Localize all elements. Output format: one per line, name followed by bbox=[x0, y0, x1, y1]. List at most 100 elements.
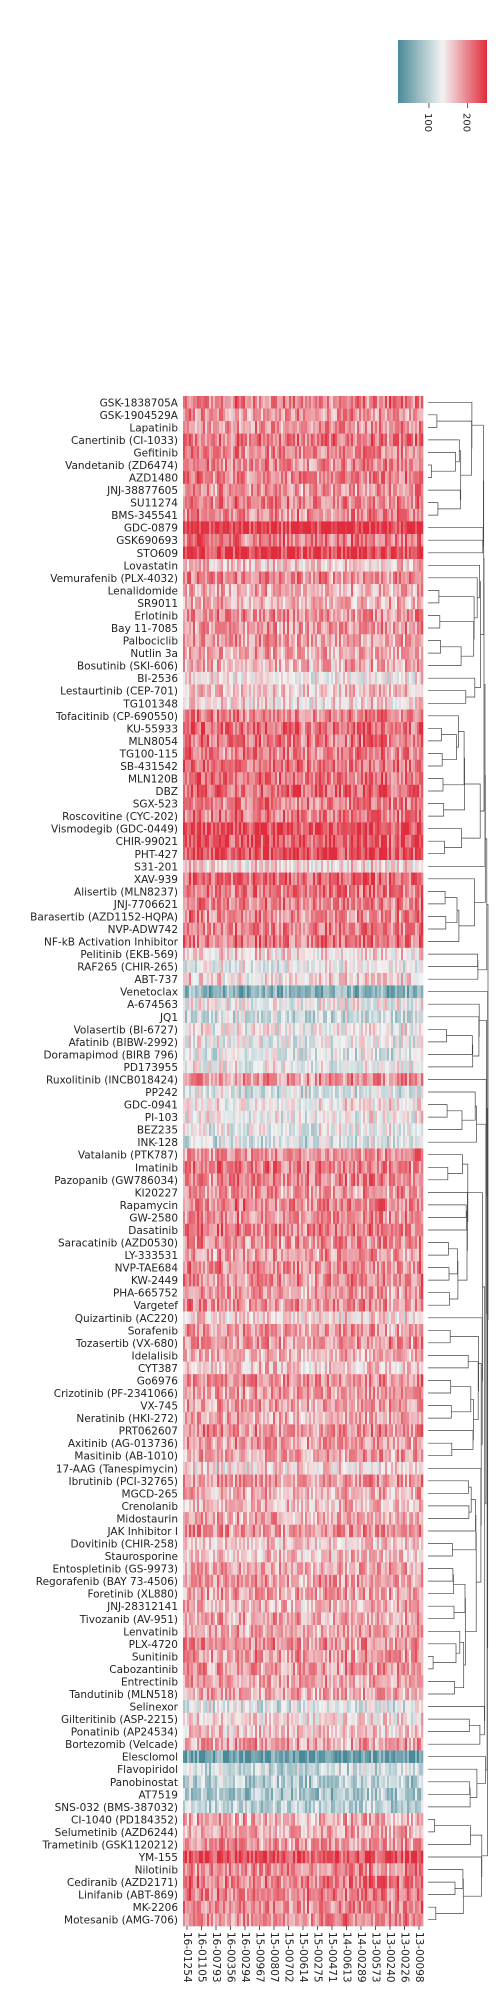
heatmap-cell bbox=[279, 609, 282, 623]
heatmap-cell bbox=[205, 684, 208, 698]
heatmap-cell bbox=[413, 483, 416, 497]
heatmap-cell bbox=[269, 834, 272, 848]
heatmap-cell bbox=[415, 408, 418, 422]
heatmap-cell bbox=[349, 408, 352, 422]
heatmap-cell bbox=[303, 421, 306, 434]
heatmap-cell bbox=[197, 872, 200, 886]
heatmap-cell bbox=[243, 596, 246, 610]
heatmap-cell bbox=[263, 910, 266, 924]
heatmap-cell bbox=[383, 772, 386, 786]
heatmap-cell bbox=[231, 421, 234, 434]
heatmap-cell bbox=[285, 408, 288, 422]
heatmap-cell bbox=[207, 885, 210, 898]
heatmap-cell bbox=[289, 396, 292, 409]
heatmap-cell bbox=[421, 408, 424, 422]
heatmap-cell bbox=[327, 508, 330, 522]
heatmap-cell bbox=[223, 458, 226, 472]
heatmap-cell bbox=[245, 559, 248, 572]
heatmap-cell bbox=[253, 634, 256, 648]
heatmap-cell bbox=[365, 508, 368, 522]
heatmap-cell bbox=[359, 471, 362, 485]
heatmap-cell bbox=[183, 684, 186, 698]
heatmap-cell bbox=[333, 747, 336, 760]
heatmap-cell bbox=[201, 696, 204, 710]
heatmap-cell bbox=[377, 446, 380, 459]
heatmap-cell bbox=[421, 596, 424, 610]
heatmap-cell bbox=[307, 408, 310, 422]
heatmap-cell bbox=[351, 734, 354, 748]
heatmap-cell bbox=[395, 860, 398, 873]
heatmap-cell bbox=[409, 684, 412, 698]
heatmap-cell bbox=[261, 809, 264, 823]
heatmap-cell bbox=[405, 446, 408, 459]
heatmap-cell bbox=[213, 584, 216, 597]
heatmap-cell bbox=[355, 797, 358, 811]
heatmap-cell bbox=[403, 834, 406, 848]
heatmap-cell bbox=[255, 546, 258, 560]
heatmap-cell bbox=[209, 709, 212, 723]
heatmap-cell bbox=[221, 910, 224, 924]
heatmap-cell bbox=[283, 584, 286, 597]
heatmap-cell bbox=[373, 784, 376, 798]
heatmap-cell bbox=[387, 559, 390, 572]
heatmap-cell bbox=[331, 797, 334, 811]
heatmap-cell bbox=[307, 471, 310, 485]
heatmap-cell bbox=[293, 396, 296, 409]
heatmap-cell bbox=[199, 634, 202, 648]
heatmap-cell bbox=[265, 421, 268, 434]
heatmap-cell bbox=[237, 872, 240, 886]
heatmap-cell bbox=[343, 709, 346, 723]
heatmap-cell bbox=[359, 496, 362, 510]
heatmap-cell bbox=[239, 659, 242, 673]
heatmap-cell bbox=[299, 458, 302, 472]
heatmap-cell bbox=[393, 471, 396, 485]
heatmap-cell bbox=[327, 471, 330, 485]
heatmap-cell bbox=[247, 910, 250, 924]
heatmap-cell bbox=[289, 834, 292, 848]
heatmap-cell bbox=[397, 784, 400, 798]
heatmap-cell bbox=[401, 521, 404, 535]
heatmap-cell bbox=[313, 508, 316, 522]
heatmap-cell bbox=[413, 584, 416, 597]
heatmap-cell bbox=[383, 646, 386, 660]
heatmap-cell bbox=[349, 834, 352, 848]
heatmap-cell bbox=[365, 872, 368, 886]
heatmap-cell bbox=[287, 834, 290, 848]
heatmap-cell bbox=[279, 872, 282, 886]
heatmap-cell bbox=[411, 609, 414, 623]
heatmap-cell bbox=[299, 609, 302, 623]
heatmap-cell bbox=[397, 584, 400, 597]
heatmap-cell bbox=[211, 709, 214, 723]
heatmap-cell bbox=[281, 571, 284, 585]
heatmap-cell bbox=[421, 847, 424, 861]
heatmap-cell bbox=[357, 396, 360, 409]
heatmap-cell bbox=[365, 596, 368, 610]
heatmap-cell bbox=[221, 546, 224, 560]
heatmap-cell bbox=[265, 634, 268, 648]
heatmap-cell bbox=[343, 784, 346, 798]
heatmap-cell bbox=[363, 496, 366, 510]
heatmap-cell bbox=[289, 734, 292, 748]
heatmap-cell bbox=[421, 446, 424, 459]
heatmap-cell bbox=[195, 784, 198, 798]
heatmap-cell bbox=[413, 847, 416, 861]
heatmap-cell bbox=[307, 659, 310, 673]
heatmap-cell bbox=[377, 496, 380, 510]
heatmap-cell bbox=[379, 797, 382, 811]
heatmap-cell bbox=[415, 571, 418, 585]
heatmap-cell bbox=[389, 696, 392, 710]
heatmap-cell bbox=[353, 471, 356, 485]
heatmap-cell bbox=[383, 671, 386, 685]
heatmap-cell bbox=[331, 734, 334, 748]
heatmap-cell bbox=[201, 759, 204, 773]
heatmap-cell bbox=[371, 784, 374, 798]
heatmap-cell bbox=[239, 784, 242, 798]
heatmap-cell bbox=[255, 772, 258, 786]
heatmap-cell bbox=[397, 559, 400, 572]
heatmap-cell bbox=[349, 421, 352, 434]
heatmap-cell bbox=[305, 609, 308, 623]
heatmap-cell bbox=[345, 772, 348, 786]
heatmap-cell bbox=[223, 734, 226, 748]
heatmap-cell bbox=[339, 508, 342, 522]
heatmap-cell bbox=[355, 784, 358, 798]
